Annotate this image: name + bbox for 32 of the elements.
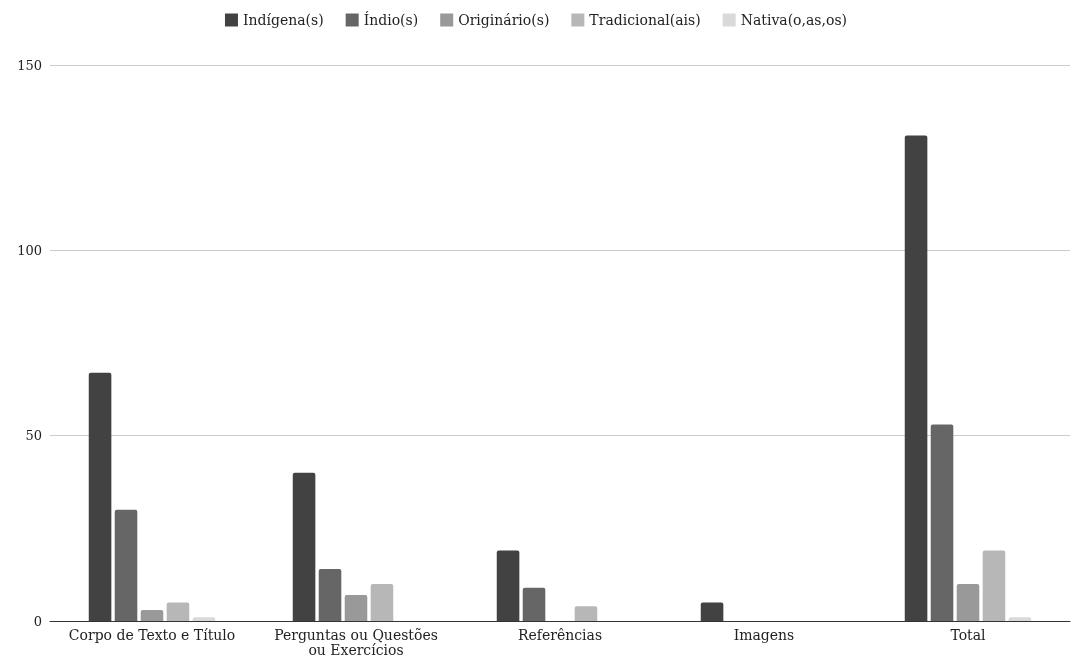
x-tick-label: Perguntas ou Questões ou Exercícios <box>274 626 438 658</box>
bar <box>904 135 928 621</box>
bar <box>88 372 112 621</box>
legend-label: Indígena(s) <box>242 12 324 28</box>
bar <box>292 472 316 621</box>
bar <box>344 595 368 621</box>
legend-label: Índio(s) <box>363 11 419 28</box>
bar <box>370 583 394 621</box>
legend-label: Tradicional(ais) <box>589 12 701 28</box>
y-tick-label: 50 <box>25 428 42 444</box>
bar <box>140 609 164 621</box>
bar <box>166 602 190 621</box>
bar <box>192 617 216 621</box>
legend-label: Originário(s) <box>458 12 550 28</box>
bar <box>930 424 954 621</box>
bar <box>956 583 980 621</box>
bar <box>114 509 138 621</box>
y-tick-label: 150 <box>17 57 42 73</box>
bar <box>574 606 598 621</box>
x-tick-label: Imagens <box>733 626 795 643</box>
bar <box>318 569 342 621</box>
bar <box>700 602 724 621</box>
y-tick-label: 100 <box>17 242 42 258</box>
bar <box>982 550 1006 621</box>
bar <box>1008 617 1032 621</box>
bar <box>496 550 520 621</box>
legend-label: Nativa(o,as,os) <box>740 12 848 28</box>
y-tick-label: 0 <box>33 613 42 629</box>
bar <box>522 587 546 621</box>
x-tick-label: Total <box>950 626 987 643</box>
x-tick-label: Referências <box>517 626 603 643</box>
x-tick-label: Corpo de Texto e Título <box>68 626 236 643</box>
